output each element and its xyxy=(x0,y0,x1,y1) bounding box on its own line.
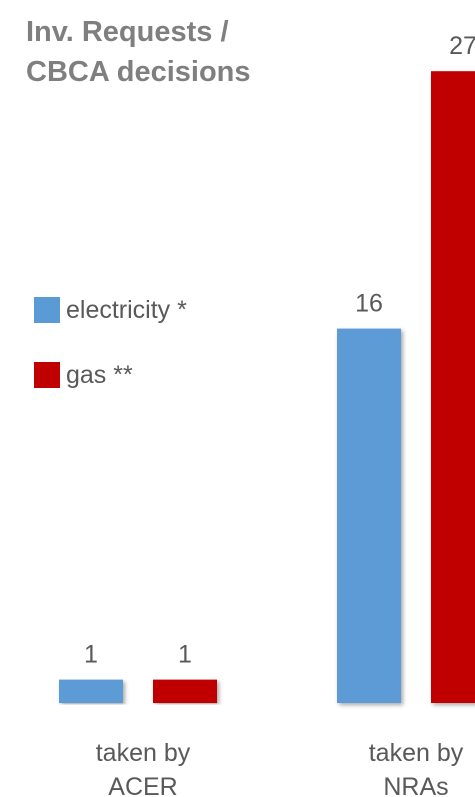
data-label-gas-1: 27 xyxy=(449,32,475,60)
data-label-gas-0: 1 xyxy=(178,641,192,669)
chart-title: Inv. Requests / CBCA decisions xyxy=(26,16,251,88)
category-label-0: taken by ACER xyxy=(96,739,191,797)
bar-electricity-0 xyxy=(59,679,123,703)
legend-swatch-gas xyxy=(34,362,60,388)
legend-label-gas: gas ** xyxy=(66,360,133,389)
bar-gas-1 xyxy=(431,71,475,703)
legend-swatch-electricity xyxy=(34,297,60,323)
category-label-1: taken by NRAs xyxy=(369,739,464,797)
bar-electricity-1 xyxy=(337,328,401,703)
legend-item-electricity: electricity * xyxy=(34,294,187,326)
data-label-electricity-1: 16 xyxy=(355,290,383,318)
legend-item-gas: gas ** xyxy=(34,359,187,391)
data-label-electricity-0: 1 xyxy=(84,641,98,669)
bar-gas-0 xyxy=(153,679,217,703)
legend: electricity * gas ** xyxy=(34,294,187,424)
legend-label-electricity: electricity * xyxy=(66,295,187,324)
